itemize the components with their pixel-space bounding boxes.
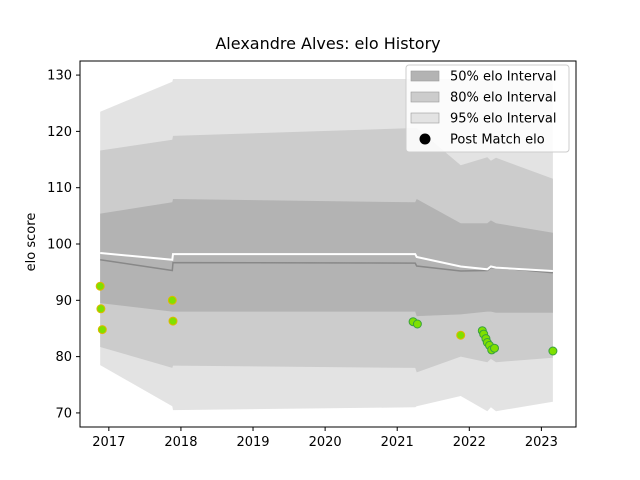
x-tick-label: 2021 [381,435,414,450]
legend-swatch-band95 [410,112,440,124]
legend-box [405,64,570,153]
post-match-elo-point [167,295,177,305]
y-tick-label: 70 [55,406,72,421]
legend: 50% elo Interval 80% elo Interval 95% elo … [405,64,570,153]
post-match-elo-point [412,319,422,329]
legend-swatch-band50 [410,70,440,82]
x-tick-label: 2022 [453,435,486,450]
x-tick-label: 2018 [164,435,197,450]
post-match-elo-point [490,343,499,353]
y-tick-label: 120 [47,125,72,140]
post-match-elo-point [96,304,106,314]
band-50-interval [100,199,553,317]
x-tick-label: 2020 [309,435,342,450]
legend-swatch-band80 [410,91,440,103]
axes: 2017 2018 2019 2020 2021 2022 2023 70 80 90 100 110… [47,60,577,450]
y-tick-label: 100 [47,238,72,253]
y-tick-label: 90 [55,294,72,309]
y-tick-label: 80 [55,350,72,365]
post-match-elo-point [548,346,558,356]
legend-label: 80% elo Interval [450,91,557,106]
chart-title: Alexandre Alves: elo History [215,34,440,53]
legend-label: 50% elo Interval [450,70,557,85]
post-match-elo-point [95,281,105,291]
legend-marker-point [419,133,431,145]
post-match-elo-point [168,316,178,326]
y-axis-label: elo score [24,213,39,272]
x-tick-label: 2017 [92,435,125,450]
mean-elo-line [100,252,553,272]
plot-area [95,79,558,412]
x-tick-label: 2019 [236,435,269,450]
legend-label: Post Match elo [450,133,545,148]
y-tick-label: 130 [47,69,72,84]
y-tick-label: 110 [47,181,72,196]
post-match-elo-point [97,325,107,335]
post-match-elo-point [456,330,466,340]
x-tick-label: 2023 [525,435,558,450]
legend-label: 95% elo Interval [450,112,557,127]
